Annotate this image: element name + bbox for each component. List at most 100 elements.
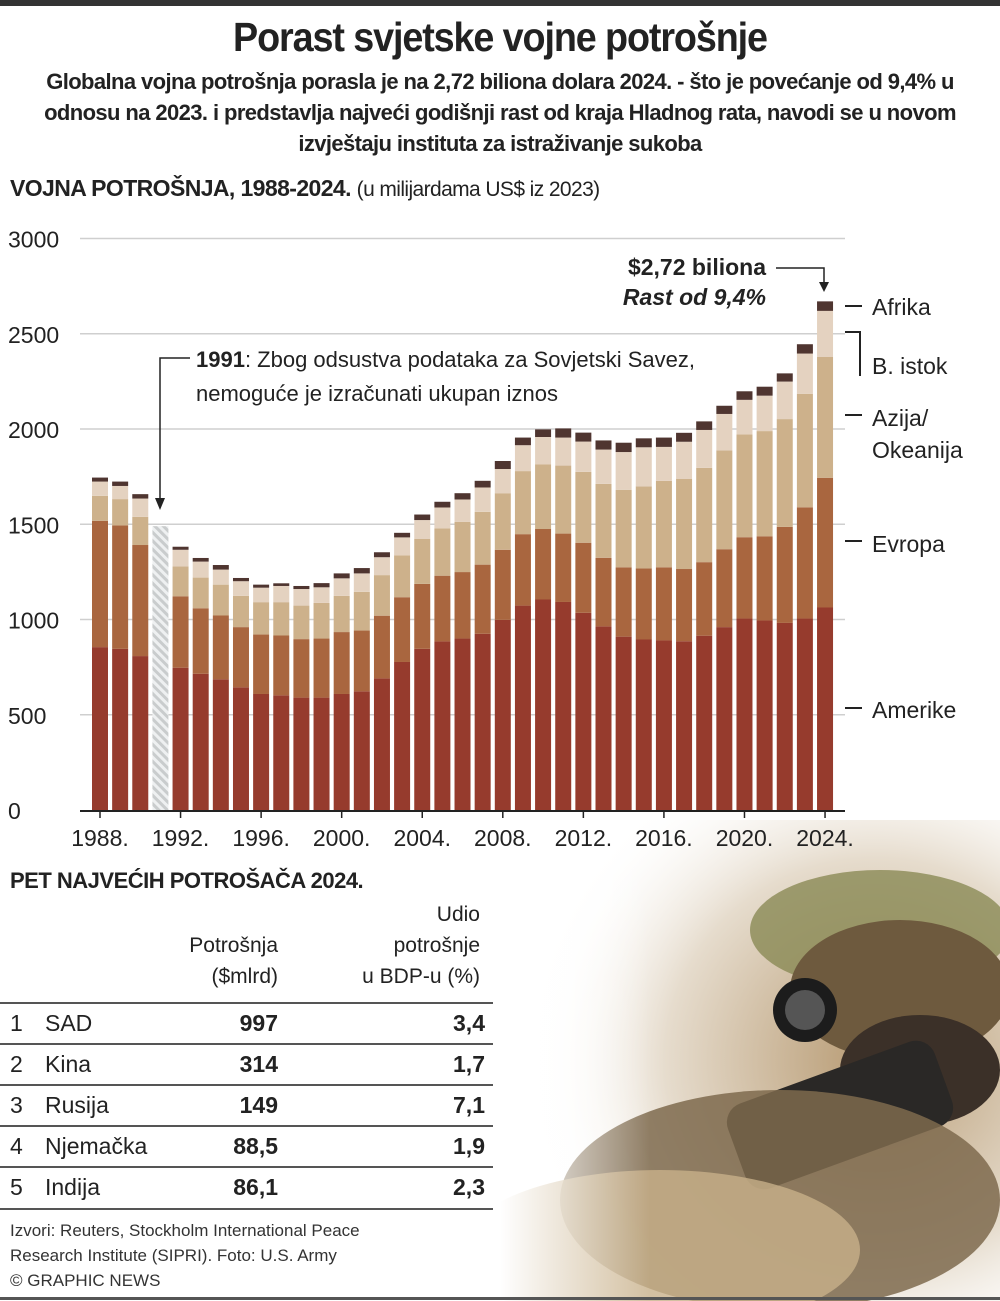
bar-segment-azija-okeanija bbox=[172, 566, 189, 597]
bar-segment-amerike bbox=[776, 622, 793, 810]
bar-segment-b-istok bbox=[736, 399, 753, 435]
bar-segment-afrika bbox=[575, 432, 592, 442]
bar-segment-b-istok bbox=[313, 587, 330, 603]
bar-segment-afrika bbox=[293, 585, 310, 590]
bar-segment-afrika bbox=[232, 577, 249, 582]
bar-segment-azija-okeanija bbox=[615, 489, 632, 568]
bar-missing-data bbox=[152, 526, 169, 810]
bar-segment-azija-okeanija bbox=[776, 419, 793, 527]
gap-note-text: : Zbog odsustva podataka za Sovjetski Sa… bbox=[245, 347, 695, 372]
bar-1994 bbox=[212, 565, 229, 810]
bar-segment-amerike bbox=[817, 607, 834, 810]
bar-segment-b-istok bbox=[535, 437, 552, 465]
bar-2019 bbox=[716, 405, 733, 810]
bar-segment-amerike bbox=[232, 687, 249, 810]
bar-segment-afrika bbox=[112, 481, 129, 486]
bar-segment-b-istok bbox=[615, 452, 632, 490]
bar-segment-afrika bbox=[313, 583, 330, 588]
bar-segment-amerike bbox=[434, 641, 451, 810]
bar-segment-azija-okeanija bbox=[716, 450, 733, 550]
legend-azija-line2: Okeanija bbox=[872, 437, 963, 463]
bar-segment-evropa bbox=[635, 568, 652, 640]
bar-segment-afrika bbox=[615, 442, 632, 453]
bar-segment-afrika bbox=[172, 546, 189, 550]
bar-1998 bbox=[293, 585, 310, 810]
bar-segment-amerike bbox=[293, 697, 310, 810]
chart-heading-text: VOJNA POTROŠNJA, 1988-2024. bbox=[10, 175, 351, 201]
bar-segment-evropa bbox=[776, 526, 793, 623]
bar-segment-amerike bbox=[676, 641, 693, 810]
x-tick-label: 2000. bbox=[313, 825, 371, 851]
bar-segment-amerike bbox=[716, 627, 733, 810]
spend-value: 86,1 bbox=[233, 1174, 278, 1200]
bar-segment-azija-okeanija bbox=[293, 605, 310, 640]
bar-segment-b-istok bbox=[635, 447, 652, 487]
bar-segment-afrika bbox=[817, 301, 834, 311]
rank: 3 bbox=[10, 1092, 23, 1118]
bar-segment-b-istok bbox=[575, 441, 592, 472]
gap-note-line2: nemoguće je izračunati ukupan iznos bbox=[196, 381, 558, 406]
growth-label: Rast od 9,4% bbox=[623, 284, 766, 310]
bar-segment-amerike bbox=[756, 620, 773, 810]
bar-2022 bbox=[776, 373, 793, 810]
bar-segment-amerike bbox=[575, 612, 592, 810]
bar-2017 bbox=[676, 432, 693, 810]
bar-segment-evropa bbox=[434, 575, 451, 642]
rank: 2 bbox=[10, 1051, 23, 1077]
bar-segment-amerike bbox=[394, 661, 411, 810]
bar-segment-afrika bbox=[192, 557, 209, 562]
subtitle: Globalna vojna potrošnja porasla je na 2… bbox=[44, 69, 956, 156]
bar-segment-evropa bbox=[414, 583, 431, 649]
bar-2007 bbox=[474, 480, 491, 810]
bar-segment-b-istok bbox=[132, 498, 149, 517]
bar-segment-evropa bbox=[172, 596, 189, 668]
table-row: 4 Njemačka 88,5 1,9 bbox=[0, 1125, 493, 1166]
bar-segment-afrika bbox=[776, 373, 793, 382]
bar-segment-azija-okeanija bbox=[555, 465, 572, 534]
bar-2020 bbox=[736, 391, 753, 810]
page-title: Porast svjetske vojne potrošnje bbox=[233, 14, 768, 60]
bar-2001 bbox=[353, 568, 370, 810]
soldier-photo bbox=[500, 820, 1000, 1301]
bar-segment-azija-okeanija bbox=[373, 575, 390, 616]
bar-segment-amerike bbox=[172, 667, 189, 810]
bar-segment-azija-okeanija bbox=[796, 393, 813, 508]
y-tick-label: 3000 bbox=[8, 227, 59, 253]
bar-segment-afrika bbox=[333, 573, 350, 579]
country: Rusija bbox=[45, 1092, 109, 1118]
bar-segment-afrika bbox=[253, 584, 270, 588]
bar-segment-afrika bbox=[434, 501, 451, 508]
bar-segment-amerike bbox=[253, 693, 270, 810]
bar-segment-amerike bbox=[112, 648, 129, 810]
bar-segment-afrika bbox=[635, 438, 652, 448]
top-rule bbox=[0, 0, 1000, 6]
bar-segment-evropa bbox=[474, 564, 491, 634]
bar-segment-azija-okeanija bbox=[454, 521, 471, 573]
country: SAD bbox=[45, 1010, 93, 1036]
bar-segment-evropa bbox=[454, 572, 471, 639]
bar-segment-evropa bbox=[313, 638, 330, 698]
bar-segment-b-istok bbox=[494, 469, 511, 494]
bar-segment-evropa bbox=[595, 557, 612, 627]
bar-segment-amerike bbox=[796, 618, 813, 810]
bar-2000 bbox=[333, 573, 350, 810]
bar-2011 bbox=[555, 428, 572, 810]
chart-unit: (u milijardama US$ iz 2023) bbox=[356, 178, 601, 201]
bar-segment-amerike bbox=[333, 693, 350, 810]
bar-segment-afrika bbox=[273, 583, 290, 586]
gdp-share: 3,4 bbox=[453, 1010, 485, 1036]
x-tick-label: 1988. bbox=[71, 825, 129, 851]
bar-segment-b-istok bbox=[595, 449, 612, 484]
bar-segment-b-istok bbox=[373, 557, 390, 576]
country: Njemačka bbox=[45, 1133, 148, 1159]
x-tick-label: 2024. bbox=[796, 825, 854, 851]
bar-2006 bbox=[454, 493, 471, 810]
bar-segment-amerike bbox=[373, 678, 390, 810]
bar-1991 bbox=[152, 526, 169, 810]
footer-sources-line1: Izvori: Reuters, Stockholm International… bbox=[10, 1221, 360, 1240]
bar-2018 bbox=[696, 421, 713, 810]
rank: 5 bbox=[10, 1174, 23, 1200]
x-tick-label: 1996. bbox=[232, 825, 290, 851]
bar-segment-evropa bbox=[192, 608, 209, 674]
column-header-gdp: Udio potrošnje u BDP-u (%) bbox=[330, 899, 480, 992]
